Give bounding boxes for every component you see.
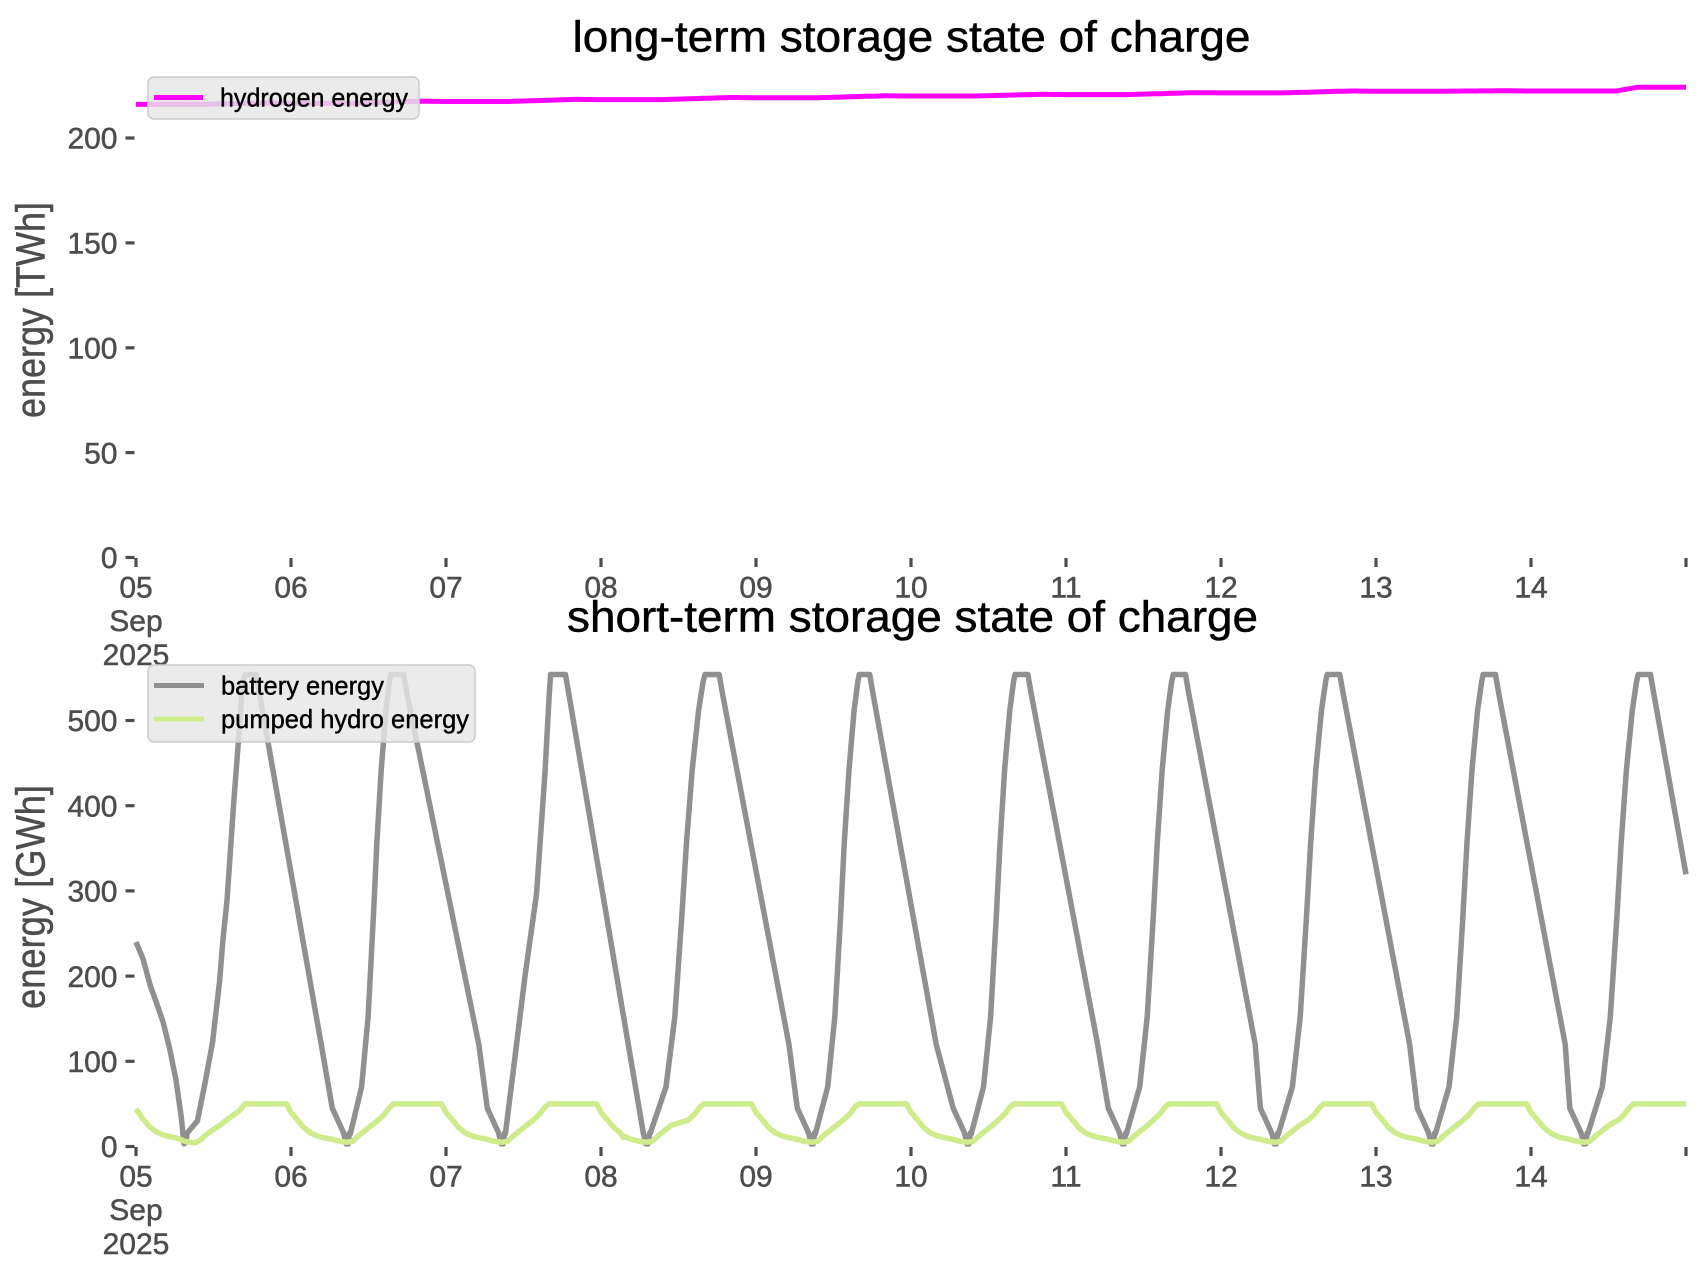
svg-text:300: 300 xyxy=(67,876,117,909)
svg-text:05: 05 xyxy=(119,572,152,605)
svg-text:500: 500 xyxy=(67,705,117,738)
svg-text:200: 200 xyxy=(67,961,117,994)
svg-text:14: 14 xyxy=(1514,1161,1547,1194)
svg-text:07: 07 xyxy=(429,572,462,605)
svg-text:100: 100 xyxy=(67,332,117,365)
svg-text:short-term storage state of ch: short-term storage state of charge xyxy=(567,593,1258,642)
svg-text:10: 10 xyxy=(894,1161,927,1194)
svg-text:energy [TWh]: energy [TWh] xyxy=(8,202,54,418)
svg-text:13: 13 xyxy=(1359,572,1392,605)
svg-text:08: 08 xyxy=(584,1161,617,1194)
svg-text:50: 50 xyxy=(84,437,117,470)
svg-text:10: 10 xyxy=(894,572,927,605)
svg-text:energy [GWh]: energy [GWh] xyxy=(8,785,54,1009)
svg-text:2025: 2025 xyxy=(103,1228,170,1261)
svg-text:09: 09 xyxy=(739,1161,772,1194)
svg-text:11: 11 xyxy=(1050,572,1081,605)
svg-text:battery energy: battery energy xyxy=(221,671,384,701)
svg-text:12: 12 xyxy=(1204,1161,1237,1194)
svg-text:05: 05 xyxy=(119,1161,152,1194)
svg-text:0: 0 xyxy=(101,1131,118,1164)
svg-text:08: 08 xyxy=(584,572,617,605)
svg-text:Sep: Sep xyxy=(109,605,162,638)
svg-text:06: 06 xyxy=(274,1161,307,1194)
svg-text:09: 09 xyxy=(739,572,772,605)
svg-text:14: 14 xyxy=(1514,572,1547,605)
svg-text:150: 150 xyxy=(67,228,117,261)
svg-text:07: 07 xyxy=(429,1161,462,1194)
svg-text:long-term storage state of cha: long-term storage state of charge xyxy=(573,13,1251,62)
svg-text:13: 13 xyxy=(1359,1161,1392,1194)
svg-text:hydrogen energy: hydrogen energy xyxy=(220,83,408,113)
svg-text:Sep: Sep xyxy=(109,1194,162,1227)
svg-text:06: 06 xyxy=(274,572,307,605)
svg-text:400: 400 xyxy=(67,790,117,823)
svg-text:12: 12 xyxy=(1204,572,1237,605)
svg-text:100: 100 xyxy=(67,1046,117,1079)
svg-text:11: 11 xyxy=(1050,1161,1081,1194)
svg-text:0: 0 xyxy=(101,542,118,575)
svg-text:pumped hydro energy: pumped hydro energy xyxy=(221,704,469,734)
svg-text:200: 200 xyxy=(67,123,117,156)
